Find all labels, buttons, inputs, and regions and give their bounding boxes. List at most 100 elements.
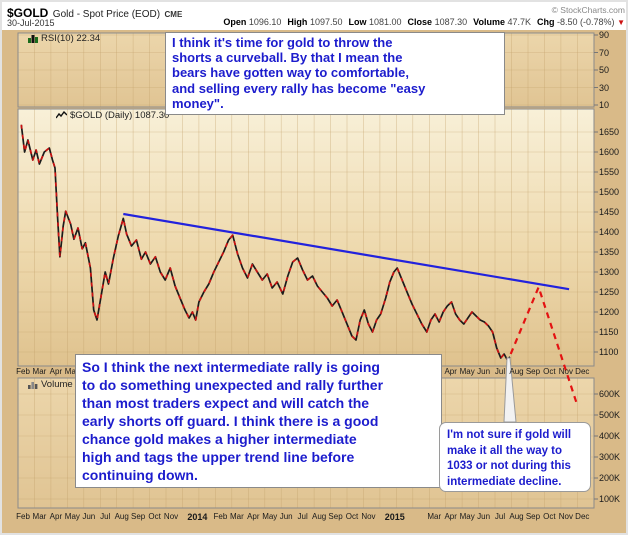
bottom-month-axis-label: Sep bbox=[525, 512, 541, 521]
price-axis-tick: 1500 bbox=[599, 187, 620, 197]
volume-axis-tick: 100K bbox=[599, 494, 621, 504]
rsi-axis-tick: 30 bbox=[599, 82, 610, 93]
bottom-month-axis-label: Jul bbox=[297, 512, 308, 521]
bottom-month-axis-label: Sep bbox=[328, 512, 343, 521]
price-axis-tick: 1400 bbox=[599, 227, 620, 237]
mid-month-axis-label: Feb bbox=[16, 367, 30, 376]
chart-header: $GOLD Gold - Spot Price (EOD) CME © Stoc… bbox=[2, 2, 626, 30]
mid-month-axis-label: Jul bbox=[494, 367, 506, 376]
price-axis-tick: 1200 bbox=[599, 307, 620, 317]
downtrend-line bbox=[123, 212, 570, 291]
bottom-month-axis-label: Apr bbox=[444, 512, 457, 521]
bottom-month-axis-label: Jun bbox=[82, 512, 96, 521]
mid-month-axis-label: Jun bbox=[477, 367, 491, 376]
price-axis-tick: 1250 bbox=[599, 287, 620, 297]
mid-month-axis-label: Nov bbox=[558, 367, 573, 376]
rsi-axis-tick: 90 bbox=[599, 30, 610, 40]
mid-month-axis-label: Oct bbox=[543, 367, 556, 376]
quote-value: 1097.50 bbox=[309, 17, 343, 27]
price-axis-tick: 1600 bbox=[599, 147, 620, 157]
price-chart-icon bbox=[56, 111, 67, 119]
bottom-month-axis-label: Aug bbox=[509, 512, 524, 521]
bottom-month-axis-label: Apr bbox=[247, 512, 260, 521]
quote-label: Low bbox=[348, 17, 367, 27]
bottom-month-axis-label: Dec bbox=[575, 512, 590, 521]
chart-date: 30-Jul-2015 bbox=[7, 18, 55, 28]
mid-month-axis-label: Mar bbox=[32, 367, 47, 376]
bottom-month-axis-label: Nov bbox=[361, 512, 376, 521]
change-down-icon: ▼ bbox=[617, 18, 625, 27]
exchange: CME bbox=[164, 10, 183, 19]
bottom-month-axis-label: Jul bbox=[494, 512, 506, 521]
bottom-month-axis-label: Sep bbox=[131, 512, 146, 521]
bottom-month-axis-label: Nov bbox=[558, 512, 573, 521]
bottom-month-axis-label: 2014 bbox=[187, 512, 208, 522]
rsi-axis-tick: 50 bbox=[599, 65, 610, 75]
volume-axis-tick: 500K bbox=[599, 410, 621, 420]
mid-month-axis-label: Apr bbox=[49, 367, 63, 376]
price-axis-tick: 1300 bbox=[599, 267, 620, 277]
mid-month-axis-label: May bbox=[64, 367, 80, 376]
annotation-callout-note: I'm not sure if gold will make it all th… bbox=[439, 422, 591, 492]
quote-label: High bbox=[287, 17, 308, 27]
quote-value: 1096.10 bbox=[248, 17, 282, 27]
quote-value: 1081.00 bbox=[369, 17, 402, 27]
bottom-month-axis-label: Aug bbox=[311, 512, 327, 521]
rsi-axis-tick: 10 bbox=[599, 100, 610, 110]
rsi-axis-tick: 70 bbox=[599, 47, 610, 58]
forecast-projection-line bbox=[509, 284, 579, 406]
bottom-month-axis-label: Jul bbox=[100, 512, 111, 521]
quote-summary: Open 1096.10 High 1097.50 Low 1081.00 Close… bbox=[217, 17, 625, 27]
price-axis-tick: 1650 bbox=[599, 127, 620, 137]
bottom-month-axis-label: Aug bbox=[114, 512, 129, 521]
bottom-month-axis-label: Mar bbox=[427, 512, 442, 521]
price-axis-tick: 1150 bbox=[599, 327, 619, 337]
bottom-month-axis-label: Oct bbox=[345, 512, 359, 521]
mid-month-axis-label: Apr bbox=[444, 367, 457, 376]
bottom-month-axis-label: Nov bbox=[163, 512, 179, 521]
quote-value: -8.50 (-0.78%) bbox=[557, 17, 615, 27]
volume-axis-tick: 600K bbox=[599, 389, 621, 399]
bottom-month-axis-label: Jun bbox=[477, 512, 491, 521]
quote-label: Chg bbox=[537, 17, 555, 27]
rsi-indicator-icon bbox=[28, 35, 38, 43]
symbol-title: $GOLD Gold - Spot Price (EOD) CME bbox=[7, 4, 182, 22]
price-axis-tick: 1100 bbox=[599, 347, 619, 357]
bottom-month-axis-label: Jun bbox=[279, 512, 293, 521]
quote-label: Close bbox=[407, 17, 433, 27]
price-axis-tick: 1550 bbox=[599, 167, 620, 177]
price-panel-label: $GOLD (Daily) 1087.30 bbox=[56, 110, 169, 121]
volume-axis-tick: 300K bbox=[599, 452, 621, 462]
chart-region: RSI(10) 22.34 $GOLD (Daily) 1087.30 Volu… bbox=[2, 30, 626, 533]
annotation-bottom-note: So I think the next intermediate rally i… bbox=[75, 354, 442, 488]
bottom-month-axis-label: Mar bbox=[32, 512, 47, 521]
quote-label: Open bbox=[223, 17, 247, 27]
mid-month-axis-label: Sep bbox=[525, 367, 541, 376]
annotation-top-note: I think it's time for gold to throw the … bbox=[165, 32, 505, 115]
price-axis-tick: 1450 bbox=[599, 207, 620, 217]
bottom-month-axis-label: May bbox=[459, 512, 475, 521]
mid-month-axis-label: Aug bbox=[509, 367, 524, 376]
volume-panel-label: Volume 47.7K bbox=[28, 379, 100, 390]
volume-axis-tick: 200K bbox=[599, 473, 621, 483]
copyright: © StockCharts.com bbox=[551, 5, 625, 15]
volume-axis-tick: 400K bbox=[599, 431, 621, 441]
mid-month-axis-label: Dec bbox=[575, 367, 590, 376]
bottom-month-axis-label: Mar bbox=[229, 512, 244, 521]
bottom-month-axis-label: Feb bbox=[16, 512, 30, 521]
symbol-description: Gold - Spot Price (EOD) bbox=[52, 9, 161, 20]
bottom-month-axis-label: Oct bbox=[543, 512, 556, 521]
bottom-month-axis-label: Oct bbox=[148, 512, 161, 521]
bottom-month-axis-label: 2015 bbox=[384, 512, 405, 522]
mid-month-axis-label: May bbox=[459, 367, 475, 376]
bottom-month-axis-label: Feb bbox=[213, 512, 228, 521]
rsi-panel-label: RSI(10) 22.34 bbox=[28, 33, 100, 44]
symbol: $GOLD bbox=[7, 6, 49, 20]
quote-value: 47.7K bbox=[507, 17, 532, 27]
price-axis-tick: 1350 bbox=[599, 247, 620, 257]
bottom-month-axis-label: May bbox=[262, 512, 278, 521]
bottom-month-axis-label: May bbox=[64, 512, 80, 521]
bottom-month-axis-label: Apr bbox=[49, 512, 63, 521]
quote-value: 1087.30 bbox=[434, 17, 468, 27]
